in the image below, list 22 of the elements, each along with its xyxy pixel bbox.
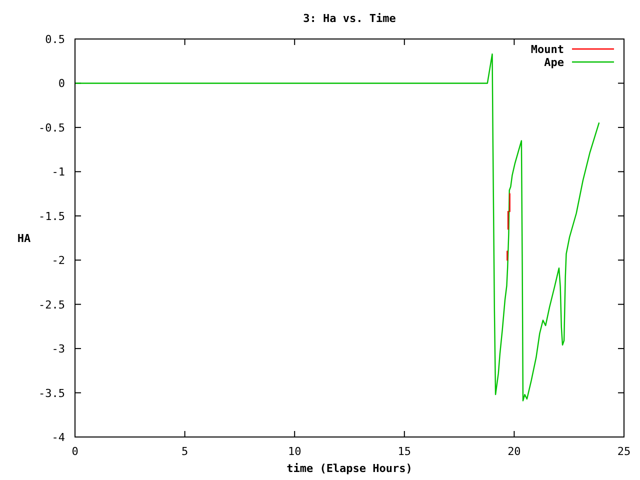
y-tick-label: -4 [52, 431, 66, 444]
legend-label: Ape [544, 56, 564, 69]
x-tick-label: 10 [288, 445, 302, 458]
line-series [74, 53, 600, 402]
x-tick-label: 5 [181, 445, 188, 458]
y-axis-title: HA [17, 232, 31, 245]
chart-title: 3: Ha vs. Time [303, 12, 396, 25]
y-tick-label: -2 [52, 254, 65, 268]
legend-label: Mount [530, 43, 564, 56]
x-axis-title: time (Elapse Hours) [286, 462, 412, 475]
x-tick-label: 20 [508, 445, 521, 458]
y-tick-label: -0.5 [38, 121, 65, 134]
y-tick-label: 0.5 [45, 33, 65, 46]
y-tick-label: -2.5 [38, 298, 65, 312]
y-tick-label: -3.5 [38, 386, 65, 400]
x-tick-label: 25 [617, 445, 631, 458]
y-tick-label: -1 [52, 166, 65, 179]
y-tick-label: -3 [52, 342, 65, 356]
y-tick-label: -1.5 [38, 210, 65, 223]
x-tick-label: 15 [398, 445, 412, 458]
x-tick-label: 0 [72, 445, 78, 458]
y-tick-label: 0 [58, 77, 65, 90]
